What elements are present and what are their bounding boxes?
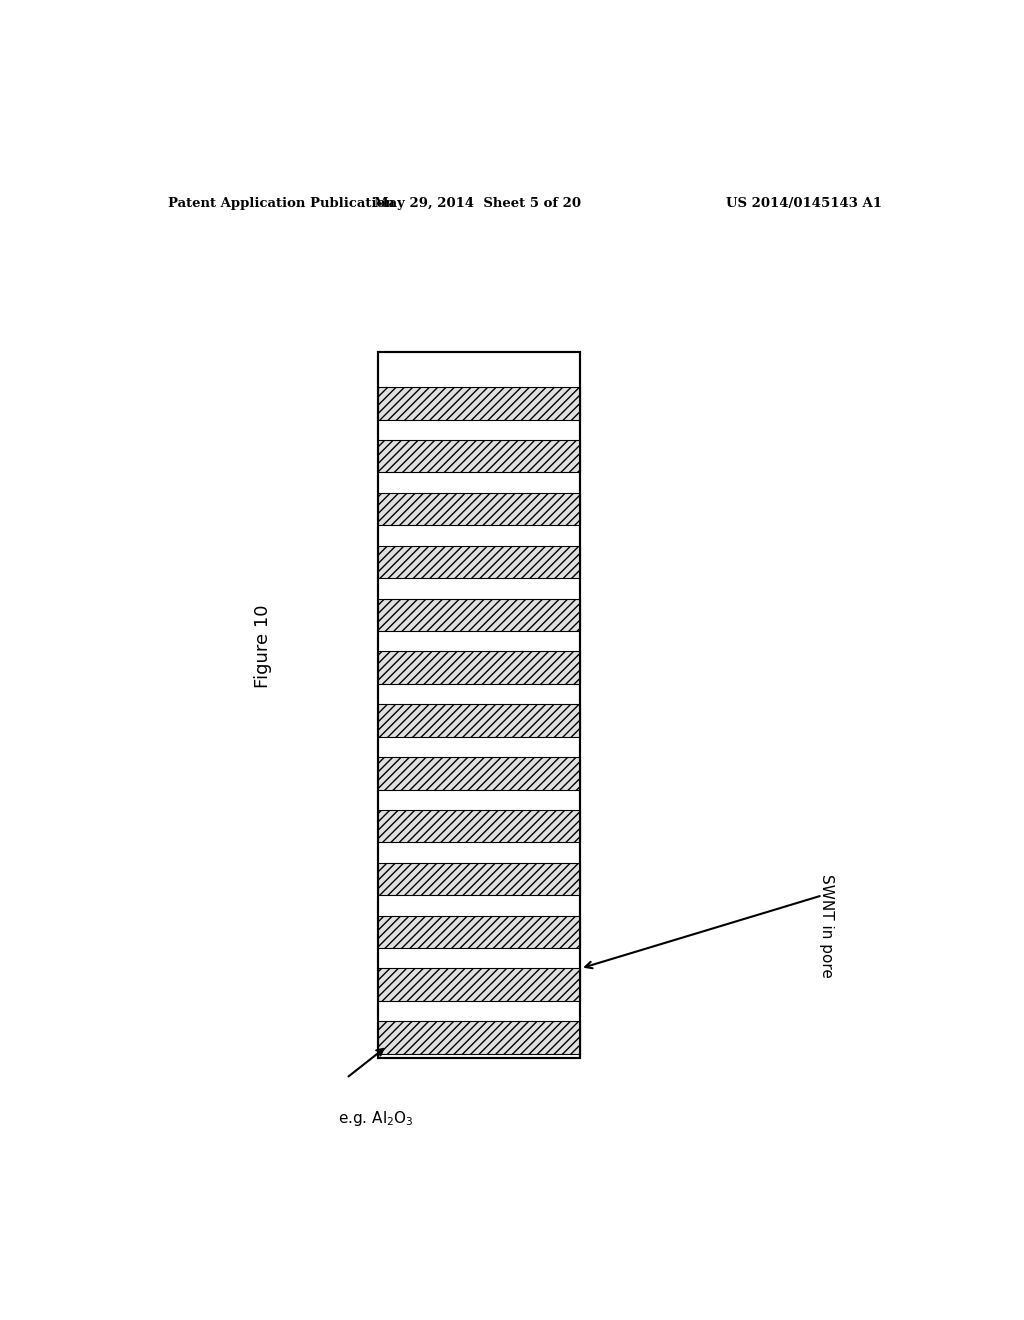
Bar [378,387,581,420]
Bar [378,351,581,1057]
Text: May 29, 2014  Sheet 5 of 20: May 29, 2014 Sheet 5 of 20 [374,197,581,210]
Bar [378,704,581,737]
Bar [378,758,581,789]
Text: US 2014/0145143 A1: US 2014/0145143 A1 [726,197,882,210]
Bar [378,351,581,1057]
Bar [378,863,581,895]
Bar [378,545,581,578]
Bar [378,969,581,1001]
Bar [378,598,581,631]
Bar [378,810,581,842]
Text: Patent Application Publication: Patent Application Publication [168,197,394,210]
Bar [378,492,581,525]
Bar [378,651,581,684]
Bar [378,1022,581,1053]
Text: e.g. Al$_2$O$_3$: e.g. Al$_2$O$_3$ [338,1109,414,1127]
Text: SWNT in pore: SWNT in pore [819,874,834,978]
Text: Figure 10: Figure 10 [254,605,272,688]
Bar [378,440,581,473]
Bar [378,916,581,948]
